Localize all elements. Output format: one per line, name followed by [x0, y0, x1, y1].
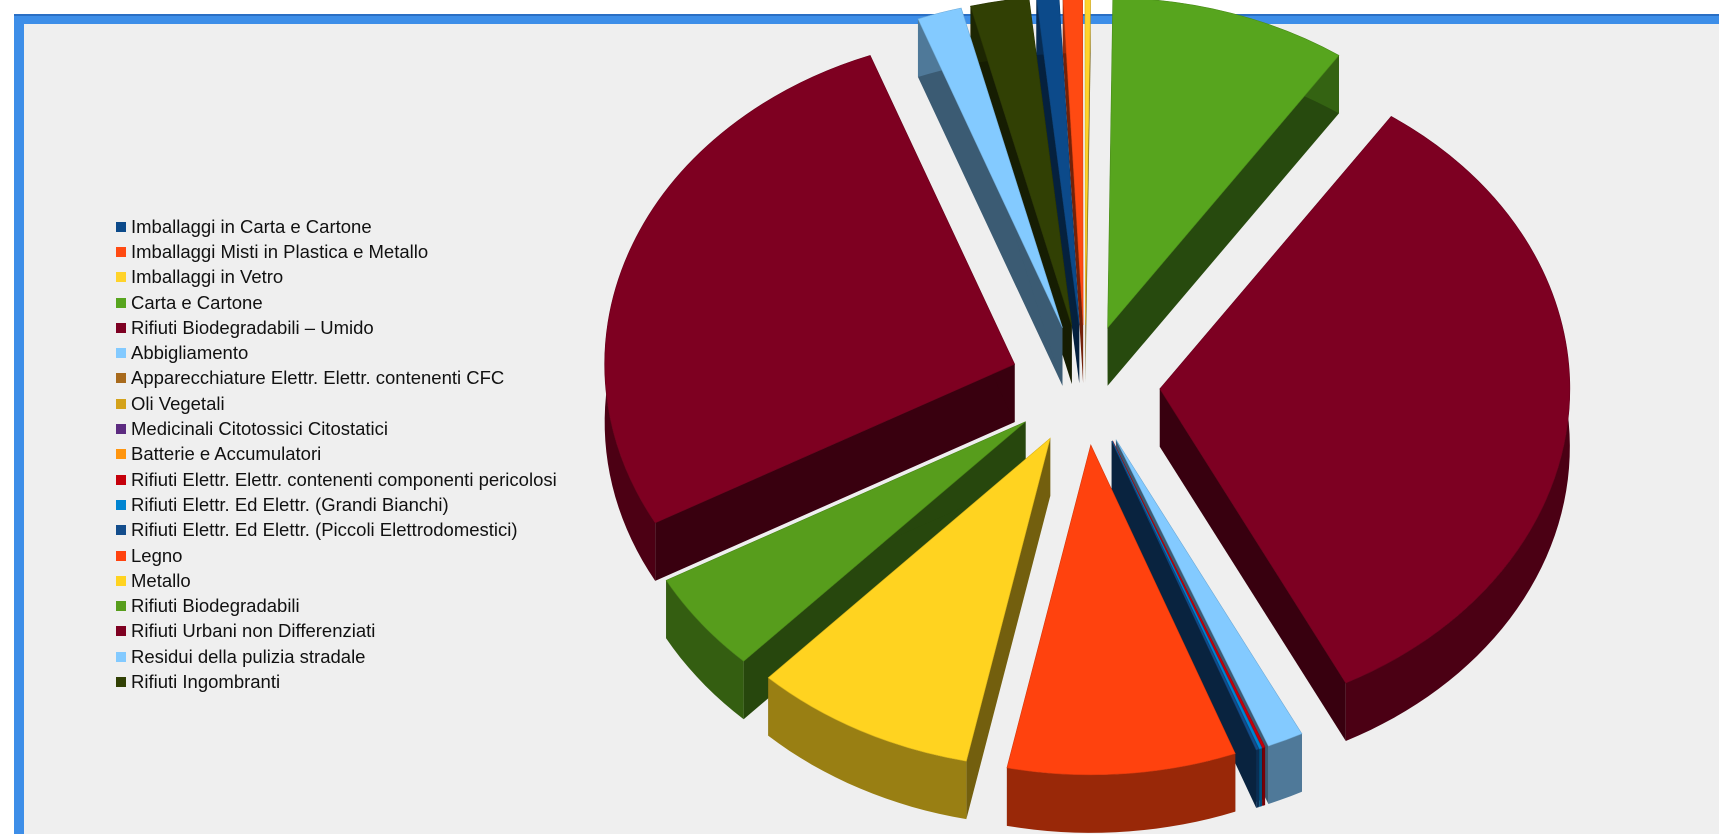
legend-item: Rifiuti Elettr. Elettr. contenenti compo…: [116, 467, 557, 492]
legend-item: Carta e Cartone: [116, 290, 557, 315]
pie-slice: [665, 421, 1026, 662]
legend-item: Legno: [116, 543, 557, 568]
legend-swatch: [116, 651, 126, 662]
legend-item: Rifiuti Elettr. Ed Elettr. (Piccoli Elet…: [116, 518, 557, 543]
legend-swatch: [116, 499, 126, 510]
slice-outer-wall: [1259, 748, 1262, 807]
legend-item: Medicinali Citotossici Citostatici: [116, 416, 557, 441]
legend-swatch: [116, 373, 126, 384]
pie-slice: [917, 7, 1063, 328]
legend-label: Rifiuti Elettr. Ed Elettr. (Grandi Bianc…: [131, 493, 449, 515]
legend-item: Apparecchiature Elettr. Elettr. contenen…: [116, 366, 557, 391]
slice-side-wall: [1036, 0, 1080, 384]
pie-slice: [1112, 440, 1266, 749]
legend-label: Rifiuti Biodegradabili: [131, 595, 300, 617]
legend-label: Imballaggi Misti in Plastica e Metallo: [131, 240, 429, 262]
legend-item: Residui della pulizia stradale: [116, 644, 557, 669]
legend-label: Metallo: [131, 569, 191, 591]
pie-slice: [1111, 440, 1260, 751]
legend-swatch: [116, 246, 126, 257]
legend-swatch: [116, 449, 126, 460]
legend-item: Batterie e Accumulatori: [116, 442, 557, 467]
legend-item: Rifiuti Urbani non Differenziati: [116, 619, 557, 644]
legend-swatch: [116, 424, 126, 435]
legend-label: Legno: [131, 544, 183, 566]
pie-tops: [604, 0, 1571, 776]
pie-slice: [1159, 116, 1571, 684]
legend-label: Medicinali Citotossici Citostatici: [131, 418, 389, 440]
legend: Imballaggi in Carta e Cartone Imballaggi …: [116, 214, 557, 695]
legend-item: Imballaggi Misti in Plastica e Metallo: [116, 239, 557, 264]
legend-item: Rifiuti Elettr. Ed Elettr. (Grandi Bianc…: [116, 492, 557, 517]
slice-outer-wall: [1006, 753, 1236, 833]
slice-outer-wall: [666, 580, 744, 720]
slice-outer-wall: [768, 677, 967, 820]
legend-label: Rifiuti Elettr. Ed Elettr. (Piccoli Elet…: [131, 519, 518, 541]
legend-item: Rifiuti Biodegradabili: [116, 593, 557, 618]
legend-item: Rifiuti Ingombranti: [116, 669, 557, 694]
pie-slice: [1084, 0, 1091, 326]
legend-item: Imballaggi in Carta e Cartone: [116, 214, 557, 239]
legend-item: Rifiuti Biodegradabili – Umido: [116, 315, 557, 340]
legend-label: Residui della pulizia stradale: [131, 645, 366, 667]
legend-swatch: [116, 474, 126, 485]
legend-label: Rifiuti Elettr. Elettr. contenenti compo…: [131, 468, 557, 490]
legend-swatch: [116, 398, 126, 409]
slice-side-wall: [917, 18, 1063, 386]
slice-side-wall: [1111, 441, 1257, 808]
slice-side-wall: [966, 438, 1051, 820]
legend-swatch: [116, 601, 126, 612]
legend-label: Apparecchiature Elettr. Elettr. contenen…: [131, 367, 505, 389]
pie-slice: [1036, 0, 1080, 326]
legend-label: Rifiuti Ingombranti: [131, 670, 281, 692]
slice-side-wall: [1062, 0, 1084, 384]
slice-side-wall: [1159, 388, 1346, 741]
pie-slice: [970, 0, 1073, 327]
pie-slice: [767, 437, 1051, 762]
legend-label: Batterie e Accumulatori: [131, 443, 322, 465]
pie-slice: [1115, 439, 1303, 747]
pie-slice: [1006, 443, 1236, 776]
pie-slice: [1111, 440, 1263, 750]
legend-swatch: [116, 550, 126, 561]
legend-swatch: [116, 272, 126, 283]
legend-swatch: [116, 575, 126, 586]
legend-item: Metallo: [116, 568, 557, 593]
legend-swatch: [116, 348, 126, 359]
legend-item: Imballaggi in Vetro: [116, 265, 557, 290]
legend-swatch: [116, 626, 126, 637]
pie-slice: [1062, 0, 1084, 326]
legend-label: Rifiuti Biodegradabili – Umido: [131, 316, 374, 338]
pie-slice: [604, 54, 1016, 524]
legend-swatch: [116, 676, 126, 687]
legend-label: Oli Vegetali: [131, 392, 225, 414]
pie-slice: [1107, 0, 1340, 329]
legend-swatch: [116, 322, 126, 333]
slice-side-wall: [1107, 55, 1339, 386]
legend-label: Carta e Cartone: [131, 291, 263, 313]
legend-label: Rifiuti Urbani non Differenziati: [131, 620, 376, 642]
legend-swatch: [116, 525, 126, 536]
legend-label: Imballaggi in Vetro: [131, 266, 284, 288]
slice-outer-wall: [1262, 747, 1266, 806]
slice-outer-wall: [1256, 749, 1259, 808]
legend-item: Abbigliamento: [116, 340, 557, 365]
slice-outer-wall: [1268, 733, 1302, 804]
legend-swatch: [116, 297, 126, 308]
legend-swatch: [116, 221, 126, 232]
legend-label: Imballaggi in Carta e Cartone: [131, 215, 372, 237]
legend-label: Abbigliamento: [131, 342, 249, 364]
legend-item: Oli Vegetali: [116, 391, 557, 416]
slice-side-wall: [655, 364, 1015, 581]
